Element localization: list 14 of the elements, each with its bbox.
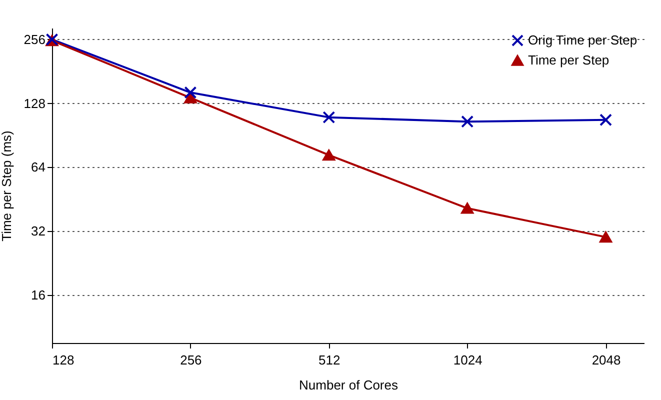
x-tick-label: 128 <box>52 352 74 368</box>
y-tick-label: 16 <box>31 287 46 302</box>
y-tick-label: 32 <box>31 224 46 239</box>
x-axis-title: Number of Cores <box>299 378 398 392</box>
y-tick-label: 128 <box>24 96 46 111</box>
x-tick-label: 512 <box>318 352 340 368</box>
y-tick-label: 256 <box>24 32 46 47</box>
x-tick-label: 256 <box>180 352 202 368</box>
legend-label: Orig Time per Step <box>528 32 638 48</box>
x-tick-label: 1024 <box>453 352 482 368</box>
y-tick-label: 64 <box>31 160 46 175</box>
legend-label: Time per Step <box>528 52 610 68</box>
x-tick-label: 2048 <box>592 352 621 368</box>
y-axis-title: Time per Step (ms) <box>0 130 14 242</box>
